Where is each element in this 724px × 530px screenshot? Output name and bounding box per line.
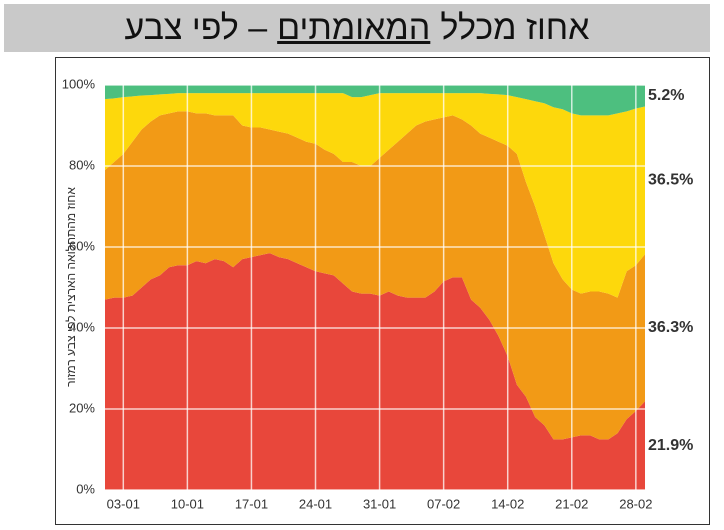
chart-frame	[55, 57, 710, 525]
y-tick-label: 60%	[69, 238, 95, 253]
x-tick-label: 21-02	[555, 496, 588, 511]
area	[105, 111, 645, 440]
x-tick-label: 24-01	[299, 496, 332, 511]
y-tick-label: 80%	[69, 157, 95, 172]
x-tick-label: 31-01	[363, 496, 396, 511]
y-tick-label: 100%	[62, 76, 96, 91]
x-tick-label: 10-01	[171, 496, 204, 511]
x-tick-label: 28-02	[619, 496, 652, 511]
title-bar: אחוז מכללהמאומתים– לפי צבע	[4, 4, 710, 52]
x-tick-label: 17-01	[235, 496, 268, 511]
x-tick-label: 07-02	[427, 496, 460, 511]
area	[105, 253, 645, 490]
x-tick-label: 03-01	[107, 496, 140, 511]
area	[105, 85, 645, 116]
area	[105, 93, 645, 298]
title-part-underlined: המאומתים	[277, 9, 431, 47]
title-part: – לפי צבע	[124, 9, 268, 47]
y-tick-label: 0%	[76, 481, 95, 496]
y-tick-label: 20%	[69, 400, 95, 415]
title-part: אחוז מכלל	[440, 9, 590, 47]
end-value-label: 36.3%	[648, 319, 693, 336]
end-value-label: 21.9%	[648, 437, 693, 454]
x-tick-label: 14-02	[491, 496, 524, 511]
end-value-label: 36.5%	[648, 172, 693, 189]
end-value-label: 5.2%	[648, 87, 684, 104]
y-tick-label: 40%	[69, 319, 95, 334]
y-axis-label: אחוז מהתחלואה הארצית לפי צבע רמזור	[64, 187, 78, 387]
